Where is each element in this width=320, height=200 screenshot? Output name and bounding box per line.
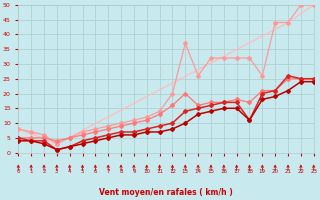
X-axis label: Vent moyen/en rafales ( km/h ): Vent moyen/en rafales ( km/h ) bbox=[99, 188, 233, 197]
